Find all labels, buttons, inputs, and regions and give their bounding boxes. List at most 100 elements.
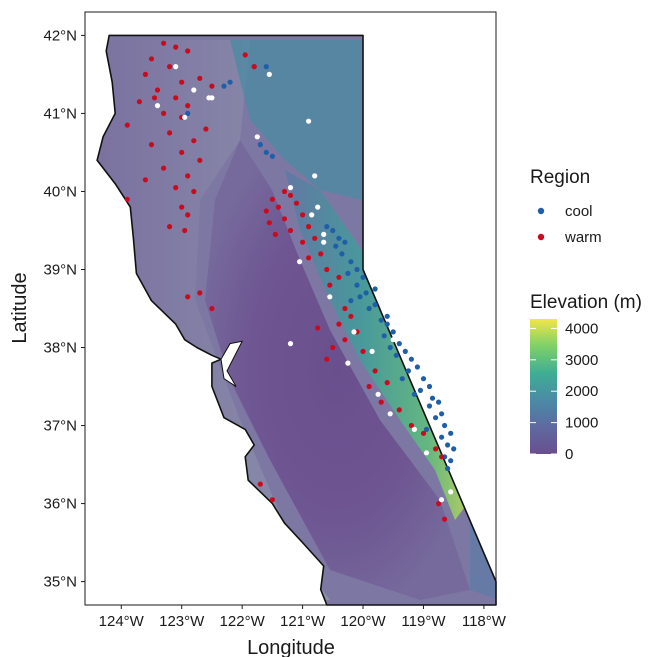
- y-tick-label: 42°N: [43, 27, 77, 44]
- sample-point-cool: [445, 442, 451, 448]
- x-tick-label: 122°W: [220, 613, 266, 630]
- sample-point-warm: [148, 56, 155, 62]
- sample-point-warm: [269, 196, 275, 202]
- sample-point-warm: [209, 305, 215, 312]
- sample-point-cool: [354, 266, 360, 273]
- sample-point-other: [439, 497, 445, 503]
- california-outline: [96, 34, 497, 606]
- sample-point-warm: [161, 40, 167, 46]
- sample-point-warm: [420, 430, 427, 436]
- colorbar-tick-label: 0: [565, 446, 573, 463]
- sample-point-cool: [333, 243, 339, 249]
- sample-point-cool: [384, 313, 390, 319]
- sample-point-warm: [312, 235, 318, 241]
- sample-point-warm: [197, 75, 203, 81]
- sample-point-other: [321, 231, 327, 237]
- sample-point-cool: [381, 333, 387, 339]
- sample-point-cool: [384, 321, 390, 327]
- sample-point-warm: [306, 224, 312, 230]
- sample-point-cool: [442, 422, 448, 429]
- colorbar-tick-label: 2000: [565, 383, 598, 400]
- sample-point-other: [369, 348, 375, 354]
- sample-point-cool: [342, 239, 348, 245]
- sample-point-other: [411, 426, 417, 432]
- y-axis: 35°N 36°N 37°N 38°N 39°N 40°N 41°N 42°N: [43, 27, 85, 591]
- sample-point-warm: [197, 157, 203, 163]
- sample-point-warm: [327, 282, 333, 288]
- x-tick-label: 120°W: [340, 613, 386, 630]
- sample-point-other: [387, 411, 393, 417]
- sample-point-cool: [354, 282, 360, 288]
- sample-point-warm: [151, 95, 158, 101]
- sample-point-warm: [167, 64, 173, 70]
- sample-point-cool: [357, 294, 363, 300]
- sample-point-warm: [167, 224, 173, 230]
- sample-point-cool: [221, 83, 227, 89]
- sample-point-warm: [173, 95, 179, 101]
- sample-point-other: [375, 391, 381, 397]
- sample-point-other: [351, 329, 357, 335]
- colorbar-tick-label: 3000: [565, 352, 598, 369]
- sample-point-warm: [318, 251, 324, 257]
- x-axis: 124°W 123°W 122°W 121°W 120°W 119°W 118°W: [99, 605, 507, 630]
- sample-point-cool: [227, 79, 233, 85]
- sierra-nevada-terrain: [285, 170, 475, 520]
- colorbar-tick-label: 1000: [565, 415, 598, 432]
- sample-point-warm: [185, 173, 191, 179]
- sample-point-other: [182, 114, 188, 120]
- sample-point-cool: [448, 458, 454, 464]
- sample-point-other: [266, 71, 272, 77]
- sample-point-warm: [287, 192, 294, 198]
- sample-point-cool: [451, 446, 457, 452]
- sample-point-cool: [393, 352, 399, 358]
- x-tick-label: 118°W: [462, 613, 507, 630]
- sample-point-warm: [408, 422, 414, 429]
- modoc-plateau-terrain: [230, 40, 362, 200]
- sample-point-other: [306, 118, 312, 124]
- sample-point-cool: [399, 376, 405, 382]
- sample-point-cool: [185, 110, 191, 116]
- sample-point-cool: [439, 434, 445, 440]
- sample-point-cool: [436, 399, 442, 405]
- sample-point-cool: [429, 395, 436, 401]
- sample-point-warm: [293, 200, 300, 206]
- sample-point-warm: [124, 196, 130, 202]
- sample-point-cool: [348, 259, 354, 265]
- sample-point-warm: [281, 216, 288, 222]
- sample-point-cool: [348, 298, 354, 304]
- sample-point-warm: [300, 212, 306, 218]
- sample-point-cool: [339, 251, 345, 257]
- legend-region-title: Region: [530, 167, 590, 188]
- sample-point-warm: [287, 227, 294, 234]
- legend-label-warm: warm: [564, 229, 602, 246]
- sample-point-warm: [191, 188, 197, 195]
- sample-point-cool: [366, 305, 372, 312]
- sample-point-warm: [136, 99, 142, 105]
- elevation-colorbar: [530, 319, 557, 454]
- sample-point-warm: [179, 204, 185, 210]
- sample-point-warm: [185, 103, 191, 109]
- sample-point-warm: [433, 446, 439, 452]
- sample-point-warm: [342, 305, 348, 312]
- legend-key-warm: [537, 233, 545, 241]
- sample-point-warm: [439, 454, 445, 460]
- sample-point-warm: [336, 274, 342, 280]
- sample-point-other: [297, 259, 303, 265]
- sample-point-warm: [154, 87, 161, 93]
- sample-point-cool: [417, 387, 423, 393]
- x-tick-label: 123°W: [159, 613, 205, 630]
- y-tick-label: 35°N: [43, 574, 77, 591]
- sample-point-warm: [348, 313, 354, 319]
- sample-point-cool: [257, 142, 263, 148]
- y-tick-label: 37°N: [43, 418, 77, 435]
- sample-point-warm: [281, 188, 288, 195]
- sample-point-cool: [324, 224, 330, 230]
- sample-point-warm: [384, 380, 390, 386]
- sample-point-warm: [257, 481, 263, 487]
- sample-point-cool: [405, 368, 411, 374]
- sample-point-cool: [269, 153, 275, 159]
- sample-point-cool: [402, 348, 408, 354]
- sample-point-warm: [182, 227, 188, 234]
- sample-point-cool: [423, 426, 430, 432]
- sample-point-warm: [191, 138, 197, 144]
